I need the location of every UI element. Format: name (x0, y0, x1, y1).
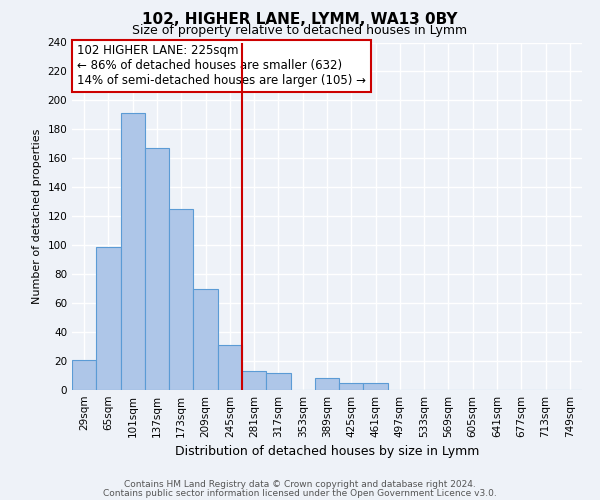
Bar (339, 383, 364, 390)
Bar (364, 383, 388, 390)
Text: Contains public sector information licensed under the Open Government Licence v3: Contains public sector information licen… (103, 488, 497, 498)
Y-axis label: Number of detached properties: Number of detached properties (32, 128, 42, 304)
Bar (266, 372, 290, 390)
Bar (121, 114, 145, 390)
Text: 102 HIGHER LANE: 225sqm
← 86% of detached houses are smaller (632)
14% of semi-d: 102 HIGHER LANE: 225sqm ← 86% of detache… (77, 44, 366, 87)
Text: 102, HIGHER LANE, LYMM, WA13 0BY: 102, HIGHER LANE, LYMM, WA13 0BY (142, 12, 458, 28)
Bar (145, 148, 169, 390)
Bar (169, 209, 193, 390)
Bar (193, 288, 218, 390)
Bar (72, 360, 96, 390)
Bar (315, 378, 339, 390)
Bar (242, 371, 266, 390)
X-axis label: Distribution of detached houses by size in Lymm: Distribution of detached houses by size … (175, 446, 479, 458)
Text: Size of property relative to detached houses in Lymm: Size of property relative to detached ho… (133, 24, 467, 37)
Bar (96, 246, 121, 390)
Bar (218, 345, 242, 390)
Text: Contains HM Land Registry data © Crown copyright and database right 2024.: Contains HM Land Registry data © Crown c… (124, 480, 476, 489)
